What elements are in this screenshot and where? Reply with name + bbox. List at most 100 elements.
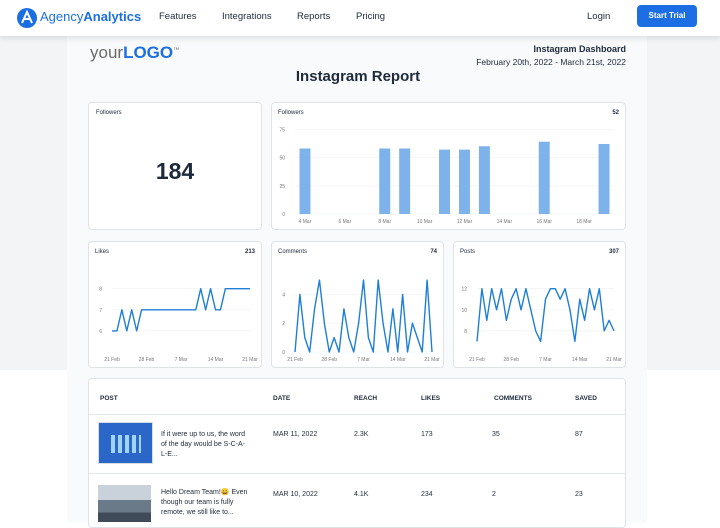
x-tick-label: 4 Mar: [299, 219, 312, 225]
column-header[interactable]: REACH: [354, 395, 378, 402]
x-tick-label: 14 Mar: [390, 357, 406, 363]
brand[interactable]: AgencyAnalytics: [40, 9, 141, 24]
y-tick-label: 75: [279, 127, 285, 133]
bar: [439, 149, 451, 214]
chart-card: [271, 241, 444, 368]
nav-link[interactable]: Integrations: [222, 11, 272, 22]
y-tick-label: 25: [279, 184, 285, 190]
column-header[interactable]: POST: [100, 395, 118, 402]
logo-mark: ™: [173, 47, 180, 54]
navbar: AgencyAnalytics Features Integrations Re…: [0, 0, 720, 36]
y-tick-label: 6: [99, 329, 102, 335]
bar: [458, 149, 470, 214]
cell: 2: [492, 491, 496, 498]
kpi-title: Followers: [96, 110, 122, 116]
bar: [598, 143, 610, 214]
chart-total: 52: [612, 110, 619, 116]
kpi-value: 184: [155, 158, 195, 184]
chart-title: Comments: [278, 249, 307, 255]
x-tick-label: 8 Mar: [378, 219, 391, 225]
x-tick-label: 14 Mar: [497, 219, 513, 225]
date-range: February 20th, 2022 - March 21st, 2022: [476, 57, 626, 67]
y-tick-label: 12: [461, 287, 467, 293]
x-tick-label: 28 Feb: [139, 357, 155, 363]
y-tick-label: 7: [99, 308, 102, 314]
bar: [538, 141, 550, 214]
chart-card: [453, 241, 626, 368]
y-tick-label: 4: [282, 292, 285, 298]
column-header[interactable]: LIKES: [421, 395, 441, 402]
cell: 2.3K: [354, 431, 369, 438]
post-text: If it were up to us, the word of the day…: [161, 431, 246, 458]
x-tick-label: 6 Mar: [338, 219, 351, 225]
nav-link[interactable]: Features: [159, 11, 197, 22]
login-link[interactable]: Login: [587, 11, 611, 22]
y-tick-label: 50: [279, 156, 285, 162]
x-tick-label: 21 Mar: [242, 357, 258, 363]
logo-main: LOGO: [123, 43, 174, 62]
bar: [478, 146, 490, 214]
kpi-card: Followers 184: [88, 102, 262, 230]
y-tick-label: 2: [282, 321, 285, 327]
x-tick-label: 18 Mar: [576, 219, 592, 225]
column-header[interactable]: SAVED: [575, 395, 597, 402]
nav-link[interactable]: Reports: [297, 11, 331, 22]
cell: 173: [421, 431, 433, 438]
brand-icon[interactable]: [16, 7, 38, 29]
y-tick-label: 8: [464, 329, 467, 335]
logo-prefix: your: [90, 43, 124, 62]
x-tick-label: 21 Feb: [104, 357, 120, 363]
y-tick-label: 8: [99, 287, 102, 293]
y-tick-label: 0: [282, 212, 285, 218]
chart-title: Followers: [278, 110, 304, 116]
thumbnail-art: [111, 435, 141, 453]
cell: 35: [492, 431, 500, 438]
cell: 4.1K: [354, 491, 369, 498]
cell: MAR 10, 2022: [273, 491, 318, 498]
row-divider: [89, 414, 625, 415]
cta-button[interactable]: Start Trial: [637, 5, 697, 27]
x-tick-label: 7 Mar: [175, 357, 188, 363]
x-tick-label: 14 Mar: [572, 357, 588, 363]
chart-total: 74: [430, 249, 437, 255]
x-tick-label: 16 Mar: [536, 219, 552, 225]
post-text: Hello Dream Team!😄 Even though our team …: [161, 489, 248, 516]
column-header[interactable]: COMMENTS: [494, 395, 532, 402]
post-thumbnail[interactable]: [98, 485, 151, 522]
row-divider: [89, 473, 625, 474]
x-tick-label: 28 Feb: [321, 357, 337, 363]
bar: [399, 148, 411, 214]
x-tick-label: 10 Mar: [417, 219, 433, 225]
nav-link[interactable]: Pricing: [356, 11, 386, 22]
line: [476, 287, 615, 343]
column-header[interactable]: DATE: [273, 395, 291, 402]
x-tick-label: 14 Mar: [208, 357, 224, 363]
x-tick-label: 21 Feb: [287, 357, 303, 363]
chart-title: Likes: [95, 249, 109, 255]
x-tick-label: 7 Mar: [539, 357, 552, 363]
cell: 234: [421, 491, 433, 498]
brand-bold[interactable]: Analytics: [83, 9, 142, 24]
brand-light[interactable]: Agency: [40, 9, 84, 24]
bar: [379, 148, 391, 214]
x-tick-label: 21 Mar: [424, 357, 440, 363]
dashboard-name: Instagram Dashboard: [533, 44, 626, 54]
report-title: Instagram Report: [295, 68, 421, 85]
x-tick-label: 12 Mar: [457, 219, 473, 225]
chart-card: [88, 241, 262, 368]
cell: MAR 11, 2022: [273, 431, 318, 438]
chart-title: Posts: [460, 249, 475, 255]
logo: yourLOGO™: [90, 43, 179, 63]
chart-total: 307: [609, 249, 620, 255]
cell: 23: [575, 491, 583, 498]
line: [294, 279, 433, 353]
x-tick-label: 28 Feb: [503, 357, 519, 363]
line: [112, 287, 250, 332]
y-tick-label: 10: [461, 308, 467, 314]
post-thumbnail[interactable]: [98, 422, 153, 464]
chart-total: 213: [245, 249, 256, 255]
table-card: [88, 378, 626, 528]
bar: [299, 148, 311, 214]
